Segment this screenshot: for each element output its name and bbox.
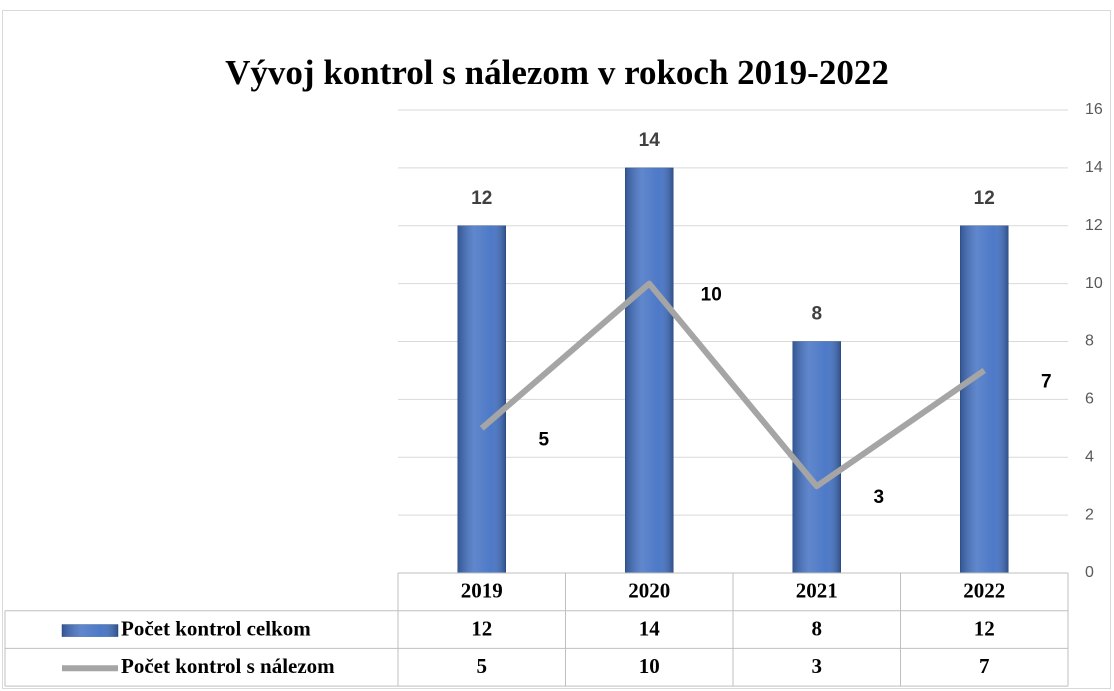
x-tick-label: 2019 [461,579,503,603]
bar-shine [960,225,1009,573]
x-tick-label: 2021 [796,579,838,603]
data-label: 12 [471,188,492,209]
legend-label: Počet kontrol celkom [121,616,311,640]
data-label: 12 [974,188,995,209]
y-tick-label: 8 [1085,333,1094,350]
table-cell: 8 [812,616,823,640]
bar-shine [792,341,841,573]
x-tick-label: 2020 [628,579,670,603]
data-label: 8 [811,304,822,325]
legend-label: Počet kontrol s nálezom [121,654,335,678]
table-cell: 12 [974,616,995,640]
data-label: 14 [639,130,661,151]
data-label: 7 [1041,371,1052,392]
table-cell: 12 [471,616,492,640]
table-cell: 3 [812,654,823,678]
legend-key-shine [62,624,118,637]
line [479,280,986,490]
y-tick-label: 2 [1085,506,1094,523]
table-cell: 14 [639,616,661,640]
y-tick-label: 12 [1085,217,1103,234]
y-tick-label: 4 [1085,448,1094,465]
data-label: 10 [701,285,722,306]
y-tick-label: 14 [1085,159,1103,176]
x-tick-label: 2022 [963,579,1005,603]
data-label: 3 [873,487,884,508]
table-cell: 7 [979,654,990,678]
data-label: 5 [538,429,549,450]
y-tick-label: 16 [1085,101,1103,118]
table-cell: 10 [639,654,660,678]
y-tick-label: 6 [1085,391,1094,408]
y-tick-label: 0 [1085,564,1094,581]
chart-title: Vývoj kontrol s nálezom v rokoch 2019-20… [225,53,889,92]
bar-shine [457,225,506,573]
y-tick-label: 10 [1085,275,1103,292]
chart-border [2,10,1111,689]
table-cell: 5 [477,654,488,678]
bar-shine [625,167,674,573]
